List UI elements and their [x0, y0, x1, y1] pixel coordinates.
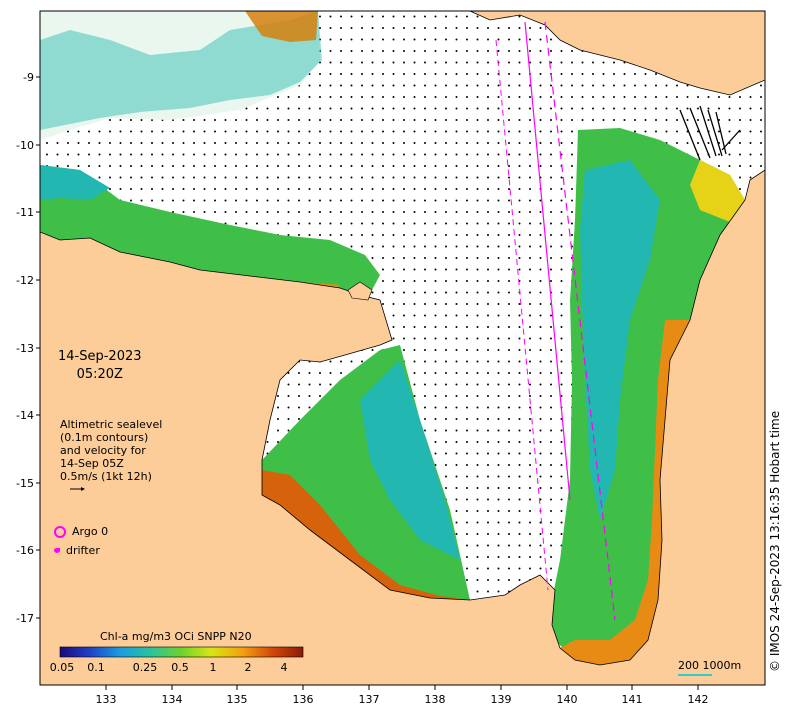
y-tick-label: -16 — [16, 544, 34, 557]
colorbar-tick-label: 0.25 — [133, 661, 158, 674]
time-line: 05:20Z — [76, 367, 123, 382]
colorbar — [59, 646, 304, 658]
x-axis: 133 134 135 136 137 138 139 140 141 142 — [96, 685, 709, 706]
argo-label: Argo 0 — [72, 525, 109, 538]
date-label: 14-Sep-2023 05:20Z — [58, 348, 142, 384]
colorbar-tick-label: 2 — [245, 661, 252, 674]
x-tick-label: 138 — [425, 693, 446, 706]
chl-gulf-west-coastal — [262, 470, 470, 604]
chl-gulf-east-yellow — [690, 160, 745, 222]
colorbar-ticks: 0.05 0.1 0.25 0.5 1 2 4 — [50, 661, 288, 674]
chl-north-patch — [40, 11, 322, 130]
date-line: 14-Sep-2023 — [58, 349, 142, 364]
x-tick-label: 139 — [491, 693, 512, 706]
x-tick-label: 136 — [293, 693, 314, 706]
chl-north-hotspot — [245, 11, 318, 42]
legend-drifter: drifter — [54, 544, 100, 557]
altimetry-line: (0.1m contours) — [60, 431, 149, 444]
drifter-track-west — [495, 39, 549, 591]
imos-timestamp: © IMOS 24-Sep-2023 13:16:35 Hobart time — [768, 410, 782, 672]
x-tick-label: 134 — [162, 693, 183, 706]
chl-gulf-west-teal — [360, 360, 460, 560]
x-tick-label: 135 — [227, 693, 248, 706]
drifter-track-east — [544, 21, 616, 621]
colorbar-title: Chl-a mg/m3 OCi SNPP N20 — [100, 630, 252, 643]
x-tick-label: 142 — [688, 693, 709, 706]
strong-flow-arrows — [679, 105, 741, 161]
land-mainland — [40, 169, 765, 685]
altimetry-note: Altimetric sealevel (0.1m contours) and … — [60, 418, 162, 483]
argo-circle-icon — [54, 525, 66, 538]
chl-gulf-east-teal — [580, 160, 660, 520]
chl-west-teal — [40, 165, 110, 200]
y-tick-label: -12 — [16, 274, 34, 287]
y-tick-label: -13 — [16, 342, 34, 355]
altimetry-line: Altimetric sealevel — [60, 418, 163, 431]
y-tick-label: -11 — [16, 206, 34, 219]
colorbar-tick-label: 0.05 — [50, 661, 75, 674]
chl-gulf-east-coastal — [560, 320, 690, 668]
x-tick-label: 137 — [359, 693, 380, 706]
altimetry-line: 14-Sep 05Z — [60, 457, 124, 470]
drifter-marker-icon — [54, 548, 60, 553]
chl-north-background — [40, 11, 320, 140]
y-tick-label: -14 — [16, 409, 34, 422]
legend-argo: Argo 0 — [54, 525, 108, 538]
drifter-label: drifter — [66, 544, 100, 557]
y-tick-label: -15 — [16, 477, 34, 490]
land-island — [347, 281, 373, 301]
y-axis: -9 -10 -11 -12 -13 -14 -15 -16 -17 — [16, 71, 40, 625]
y-tick-label: -10 — [16, 139, 34, 152]
colorbar-tick-label: 1 — [210, 661, 217, 674]
scale-bar-label: 200 1000m — [678, 659, 742, 672]
y-tick-label: -9 — [23, 71, 34, 84]
colorbar-tick-label: 4 — [281, 661, 288, 674]
altimetry-line: 0.5m/s (1kt 12h) — [60, 470, 152, 483]
x-tick-label: 133 — [96, 693, 117, 706]
land-new-guinea — [410, 11, 765, 96]
altimetry-line: and velocity for — [60, 444, 146, 457]
drifter-track-middle — [524, 21, 571, 501]
colorbar-tick-label: 0.5 — [171, 661, 189, 674]
y-tick-label: -17 — [16, 612, 34, 625]
x-tick-label: 141 — [622, 693, 643, 706]
x-tick-label: 140 — [557, 693, 578, 706]
colorbar-tick-label: 0.1 — [87, 661, 105, 674]
